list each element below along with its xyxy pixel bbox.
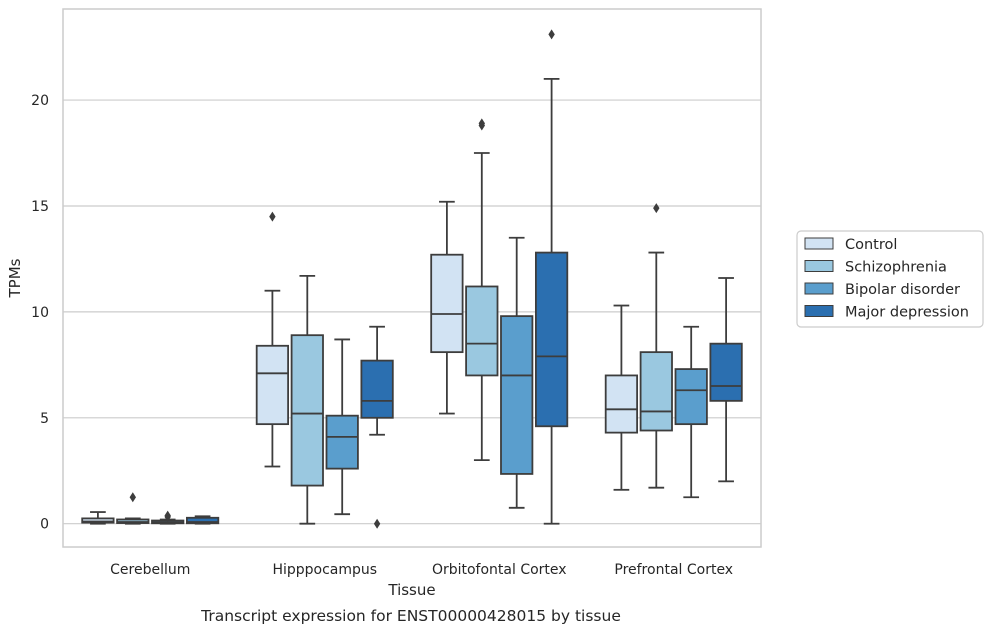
box-4-1 (604, 304, 639, 491)
box-2-3 (325, 338, 359, 516)
box-3-1 (430, 200, 464, 415)
legend-frame (796, 230, 984, 328)
outlier-point (653, 203, 660, 214)
box-body (604, 374, 639, 434)
box-4-2 (639, 203, 673, 489)
box-body (639, 351, 673, 432)
outlier-point (164, 511, 171, 522)
box-1-1 (81, 511, 115, 525)
x-tick-label: Prefrontal Cortex (614, 562, 733, 578)
legend-label: Bipolar disorder (845, 282, 960, 298)
box-2-1 (255, 211, 290, 468)
legend-swatch (804, 237, 834, 250)
x-tick-label: Hipppocampus (272, 562, 377, 578)
legend-label: Major depression (845, 305, 969, 321)
box-body (185, 516, 220, 525)
box-3-4 (534, 29, 569, 525)
box-1-3 (151, 510, 185, 525)
box-4-3 (674, 325, 708, 499)
y-tick-label: 0 (40, 517, 49, 533)
box-1-2 (116, 492, 150, 525)
box-4-4 (709, 277, 743, 483)
legend-label: Control (845, 237, 897, 253)
box-3-3 (500, 236, 534, 509)
outlier-point (478, 118, 485, 129)
y-tick-label: 10 (31, 305, 49, 321)
box-body (534, 251, 569, 428)
legend: Control Schizophrenia Bipolar disorder Majo… (796, 230, 984, 328)
outlier-point (548, 29, 555, 40)
y-tick-label: 15 (31, 199, 49, 215)
legend-swatch (804, 305, 834, 317)
box-2-4 (360, 325, 394, 529)
box-body (290, 334, 324, 487)
box-body (325, 414, 359, 470)
legend-label: Schizophrenia (845, 260, 947, 276)
outlier-point (373, 518, 381, 529)
legend-swatch (804, 282, 834, 295)
box-3-2 (465, 118, 499, 462)
plot-area (62, 8, 762, 548)
boxes (81, 29, 743, 529)
x-axis-label: Tissue (387, 581, 435, 599)
box-body (255, 344, 290, 426)
box-body (360, 359, 394, 419)
box-body (674, 368, 708, 426)
legend-swatch (804, 260, 834, 272)
outlier-point (129, 492, 136, 503)
x-tick-label: Orbitofontal Cortex (432, 562, 567, 578)
y-axis-label: TPMs (6, 258, 24, 298)
box-body (430, 253, 464, 354)
box-body (465, 285, 499, 377)
x-tick-label: Cerebellum (110, 562, 190, 578)
plot-frame (62, 8, 762, 548)
box-body (500, 315, 534, 475)
box-2-2 (290, 274, 324, 525)
box-body (709, 342, 743, 402)
box-1-4 (185, 515, 220, 525)
outlier-point (269, 211, 276, 222)
y-axis-ticks: 0 5 10 15 20 (31, 93, 49, 533)
y-tick-label: 5 (40, 411, 49, 427)
y-tick-label: 20 (31, 93, 49, 109)
chart-caption: Transcript expression for ENST0000042801… (200, 607, 621, 625)
x-axis-ticks: Cerebellum Hipppocampus Orbitofontal Corte… (110, 562, 733, 578)
box-body (81, 517, 115, 524)
